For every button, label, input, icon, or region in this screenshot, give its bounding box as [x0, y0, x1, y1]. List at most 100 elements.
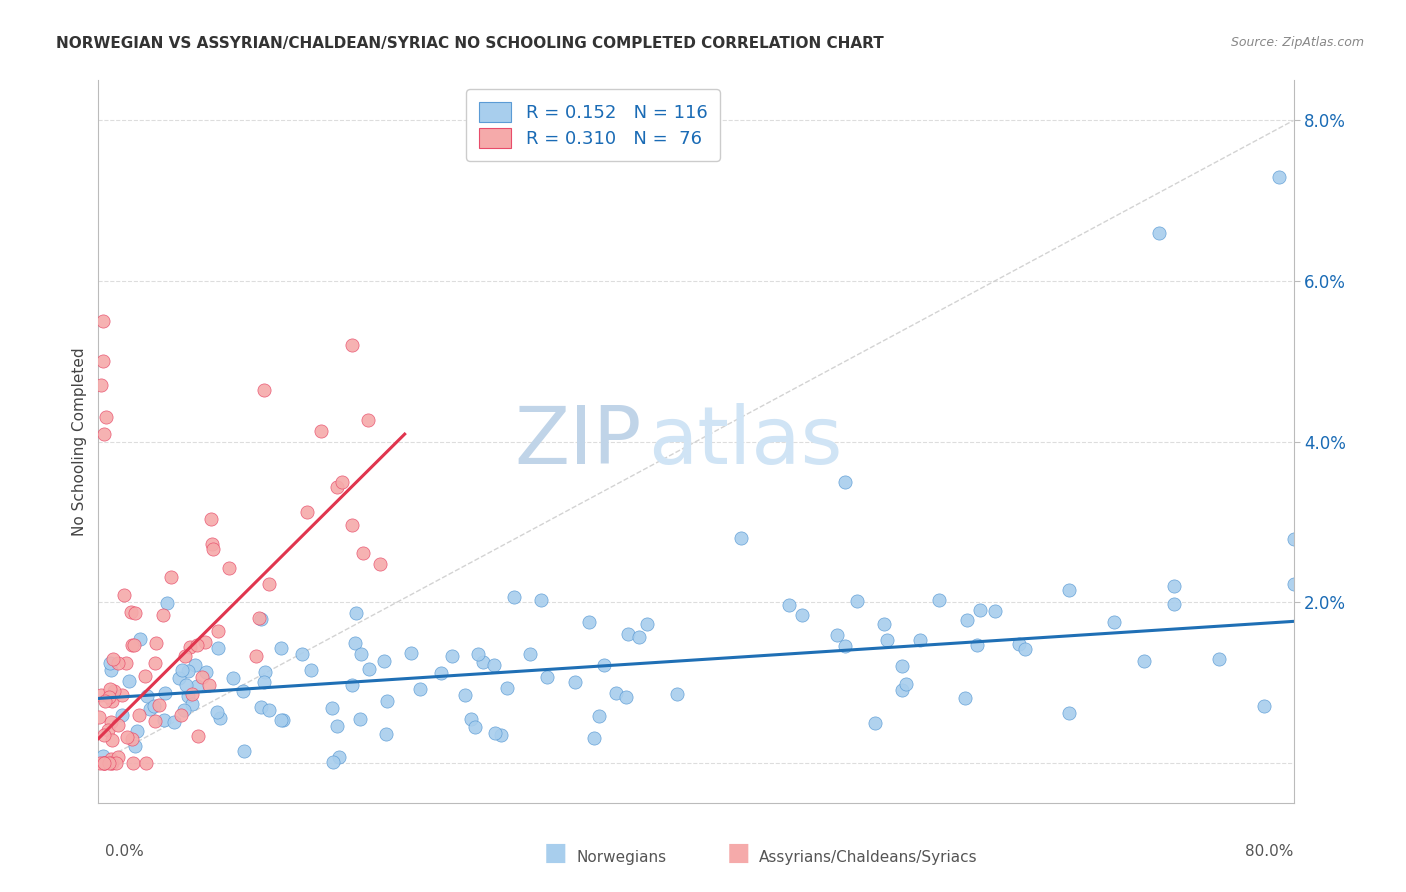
- Point: [491, 728, 513, 742]
- Point: [454, 689, 477, 703]
- Point: [181, 687, 204, 701]
- Point: [846, 594, 869, 608]
- Point: [100, 756, 122, 770]
- Point: [173, 703, 195, 717]
- Point: [270, 713, 292, 727]
- Point: [100, 664, 122, 678]
- Point: [100, 752, 122, 766]
- Point: [328, 749, 350, 764]
- Point: [340, 678, 363, 692]
- Text: 80.0%: 80.0%: [1246, 844, 1294, 859]
- Point: [177, 689, 200, 703]
- Point: [145, 636, 167, 650]
- Point: [778, 598, 800, 612]
- Point: [93, 756, 115, 770]
- Point: [124, 638, 146, 652]
- Point: [107, 656, 129, 670]
- Point: [891, 658, 914, 673]
- Point: [254, 665, 277, 679]
- Point: [825, 628, 848, 642]
- Point: [152, 607, 174, 622]
- Point: [1014, 642, 1036, 657]
- Point: [207, 624, 229, 638]
- Point: [536, 670, 558, 684]
- Point: [103, 684, 125, 698]
- Point: [343, 636, 366, 650]
- Point: [969, 603, 991, 617]
- Point: [259, 577, 281, 591]
- Point: [834, 639, 856, 653]
- Point: [184, 658, 207, 673]
- Point: [467, 647, 489, 661]
- Point: [357, 662, 380, 676]
- Point: [201, 536, 224, 550]
- Point: [865, 715, 887, 730]
- Point: [98, 690, 121, 705]
- Point: [186, 679, 208, 693]
- Point: [194, 635, 217, 649]
- Point: [891, 682, 914, 697]
- Point: [121, 638, 143, 652]
- Point: [93, 756, 115, 770]
- Point: [90, 689, 112, 703]
- Point: [94, 410, 117, 425]
- Text: Norwegians: Norwegians: [576, 850, 666, 865]
- Point: [271, 714, 294, 728]
- Point: [928, 593, 950, 607]
- Point: [174, 648, 197, 663]
- Point: [222, 671, 245, 685]
- Point: [135, 756, 157, 770]
- Point: [253, 675, 276, 690]
- Point: [143, 714, 166, 729]
- Point: [270, 641, 292, 656]
- Y-axis label: No Schooling Completed: No Schooling Completed: [72, 347, 87, 536]
- Point: [191, 670, 214, 684]
- Point: [195, 665, 218, 679]
- Point: [409, 681, 432, 696]
- Point: [186, 638, 208, 652]
- Point: [1059, 583, 1081, 598]
- Point: [464, 720, 486, 734]
- Point: [209, 711, 232, 725]
- Point: [908, 632, 931, 647]
- Point: [200, 512, 222, 526]
- Point: [124, 739, 146, 753]
- Point: [291, 647, 314, 661]
- Point: [89, 756, 111, 770]
- Point: [330, 475, 353, 489]
- Point: [876, 632, 898, 647]
- Point: [352, 546, 374, 560]
- Point: [257, 703, 280, 717]
- Point: [163, 715, 186, 730]
- Point: [122, 756, 145, 770]
- Point: [187, 729, 209, 743]
- Point: [344, 606, 367, 620]
- Point: [97, 723, 120, 738]
- Point: [93, 756, 115, 770]
- Text: ■: ■: [727, 841, 749, 865]
- Point: [299, 663, 322, 677]
- Point: [117, 730, 139, 744]
- Point: [231, 684, 253, 698]
- Point: [321, 701, 343, 715]
- Point: [368, 558, 391, 572]
- Point: [91, 314, 114, 328]
- Point: [441, 648, 464, 663]
- Point: [349, 712, 371, 726]
- Point: [143, 656, 166, 670]
- Point: [207, 705, 229, 719]
- Point: [93, 728, 115, 742]
- Point: [530, 592, 553, 607]
- Point: [309, 424, 332, 438]
- Point: [98, 756, 121, 770]
- Point: [636, 616, 658, 631]
- Point: [124, 606, 146, 620]
- Point: [128, 708, 150, 723]
- Point: [471, 655, 494, 669]
- Point: [953, 690, 976, 705]
- Point: [666, 687, 689, 701]
- Point: [342, 338, 364, 352]
- Point: [105, 756, 128, 770]
- Point: [170, 707, 193, 722]
- Point: [873, 617, 896, 632]
